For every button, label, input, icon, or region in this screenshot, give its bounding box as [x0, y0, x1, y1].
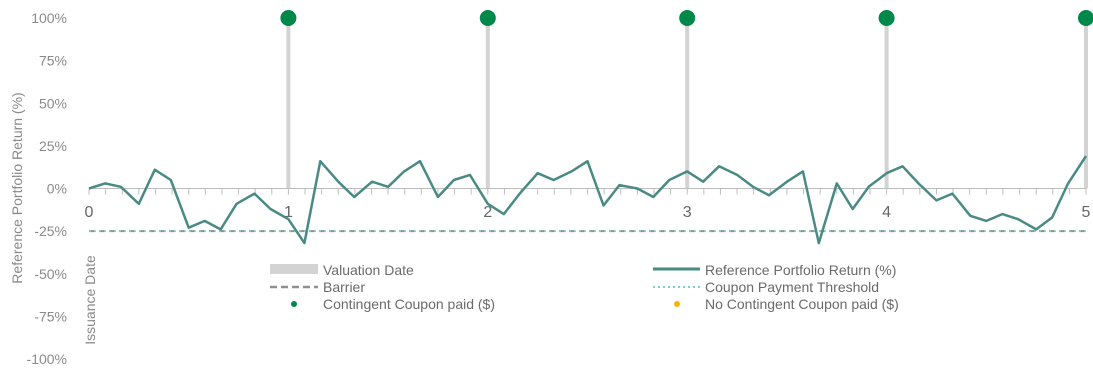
y-tick-label: 100%: [31, 10, 67, 26]
y-tick-label: 25%: [39, 138, 67, 154]
y-tick-label: -25%: [34, 223, 67, 239]
y-tick-label: -75%: [34, 308, 67, 324]
issuance-date-label: Issuance Date: [82, 255, 98, 345]
y-tick-label: 0%: [47, 181, 67, 197]
x-tick-label: 1: [284, 204, 293, 221]
coupon-paid-point: [280, 10, 297, 26]
legend-valuation-swatch: [270, 264, 318, 274]
x-tick-label: 4: [882, 204, 891, 221]
x-tick-label: 0: [85, 204, 94, 221]
y-tick-label: 75%: [39, 53, 67, 69]
legend-portfolio-label: Reference Portfolio Return (%): [705, 262, 896, 278]
y-tick-label: -100%: [27, 351, 67, 367]
x-tick-label: 5: [1082, 204, 1091, 221]
x-tick-label: 2: [483, 204, 492, 221]
coupon-points: [280, 10, 1093, 26]
coupon-paid-point: [878, 10, 895, 26]
legend-valuation-label: Valuation Date: [323, 262, 414, 278]
chart-legend: Valuation Date Reference Portfolio Retur…: [270, 262, 899, 312]
legend-threshold-label: Coupon Payment Threshold: [705, 279, 879, 295]
portfolio-return-series: [88, 155, 1088, 245]
chart-axes: Reference Portfolio Return (%) Issuance …: [9, 10, 1091, 367]
y-axis-title: Reference Portfolio Return (%): [9, 92, 25, 283]
legend-coupon-not-paid-swatch: [674, 301, 680, 307]
legend-coupon-not-paid-label: No Contingent Coupon paid ($): [705, 296, 899, 312]
x-tick-label: 3: [683, 204, 692, 221]
coupon-paid-point: [1078, 10, 1093, 26]
legend-barrier-label: Barrier: [323, 279, 365, 295]
coupon-paid-point: [479, 10, 496, 26]
portfolio-return-line: [88, 155, 1088, 245]
legend-coupon-paid-swatch: [291, 301, 297, 307]
coupon-paid-point: [679, 10, 696, 26]
y-tick-label: -50%: [34, 266, 67, 282]
y-tick-label: 50%: [39, 95, 67, 111]
valuation-date-lines: [286, 18, 1088, 189]
legend-coupon-paid-label: Contingent Coupon paid ($): [323, 296, 495, 312]
